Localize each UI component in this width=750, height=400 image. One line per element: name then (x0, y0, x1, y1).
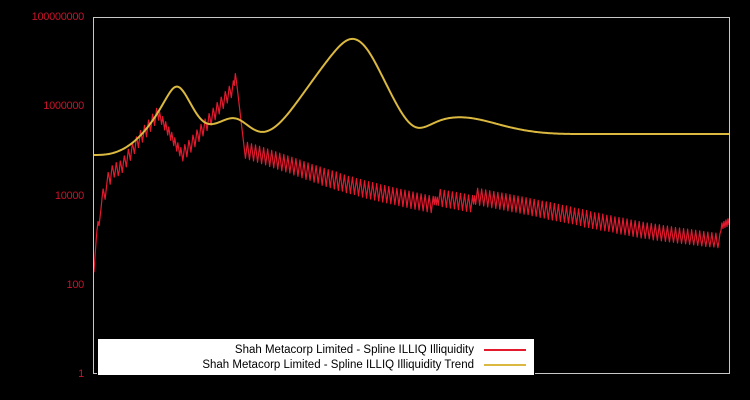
legend-entry-label: Shah Metacorp Limited - Spline ILLIQ Ill… (234, 343, 474, 356)
y-axis: 100000000 1000000 10000 100 1 (0, 0, 93, 400)
legend-color-swatch (484, 348, 526, 351)
y-axis-tick-label: 1 (78, 368, 84, 380)
series-svg (94, 18, 729, 373)
y-axis-tick-label: 10000 (54, 189, 84, 202)
legend-color-swatch (484, 363, 526, 366)
y-axis-tick-label: 1000000 (43, 100, 84, 113)
legend-entry[interactable]: Shah Metacorp Limited - Spline ILLIQ Ill… (104, 342, 528, 357)
legend-entry-label: Shah Metacorp Limited - Spline ILLIQ Ill… (202, 358, 474, 371)
chart-legend: Shah Metacorp Limited - Spline ILLIQ Ill… (97, 338, 535, 376)
legend-entry[interactable]: Shah Metacorp Limited - Spline ILLIQ Ill… (104, 357, 528, 372)
plot-area (93, 17, 730, 374)
illiquidity-series-line (94, 74, 729, 272)
y-axis-tick-label: 100 (66, 278, 85, 291)
illiquidity-trend-series-line (94, 39, 729, 155)
y-axis-tick-label: 100000000 (31, 11, 85, 23)
